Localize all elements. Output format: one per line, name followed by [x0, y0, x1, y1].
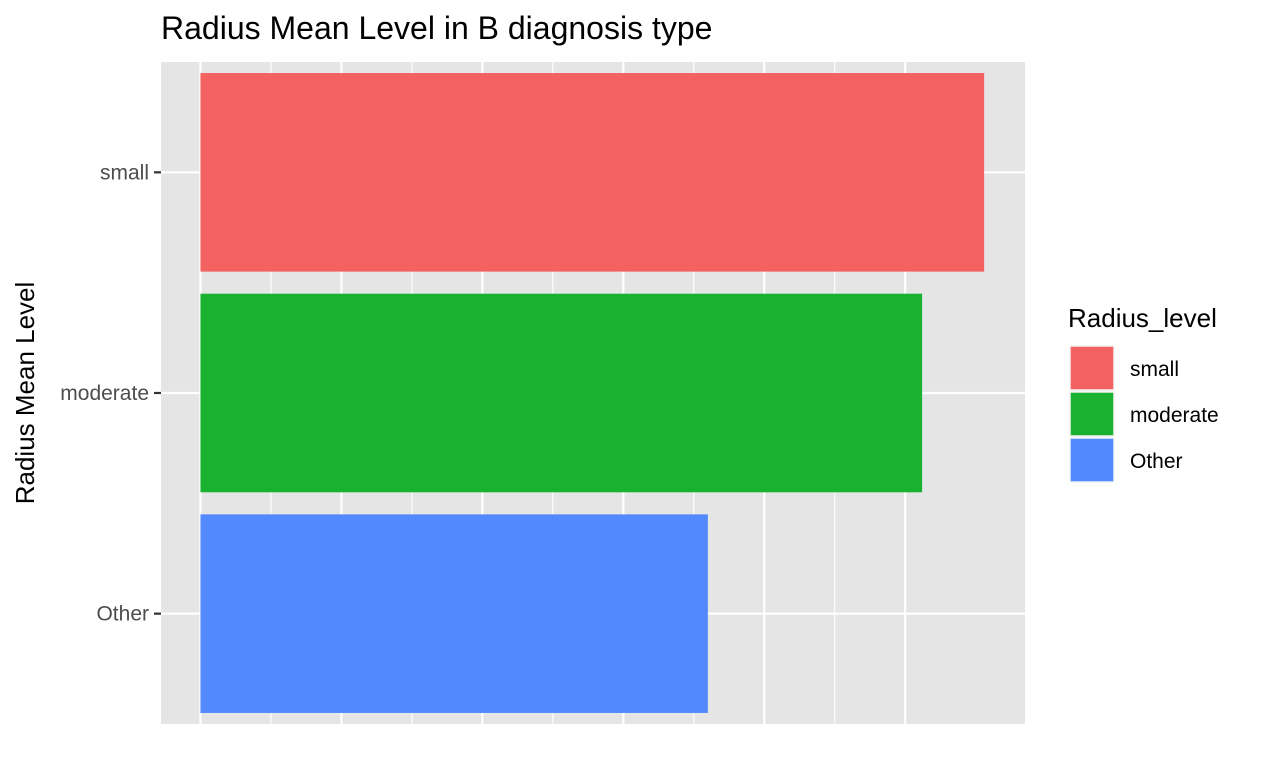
legend-key-small — [1069, 345, 1115, 391]
y-tick-label: small — [100, 161, 149, 184]
y-axis: small moderate Other — [60, 161, 161, 626]
legend-key-moderate — [1069, 391, 1115, 437]
legend-key-other — [1069, 437, 1115, 483]
legend-items: small moderate Other — [1069, 345, 1219, 483]
chart-title: Radius Mean Level in B diagnosis type — [161, 10, 712, 46]
legend-label: Other — [1130, 450, 1183, 473]
legend-title: Radius_level — [1068, 303, 1217, 333]
legend: Radius_level small moderate Other — [1068, 303, 1219, 483]
legend-label: small — [1130, 358, 1179, 381]
y-axis-title: Radius Mean Level — [10, 282, 40, 505]
bar-small — [200, 73, 985, 272]
legend-label: moderate — [1130, 404, 1219, 427]
y-tick-label: moderate — [60, 382, 149, 405]
bar-moderate — [200, 293, 923, 493]
bar-other — [200, 514, 708, 713]
y-tick-label: Other — [96, 603, 149, 626]
bars — [200, 73, 985, 713]
